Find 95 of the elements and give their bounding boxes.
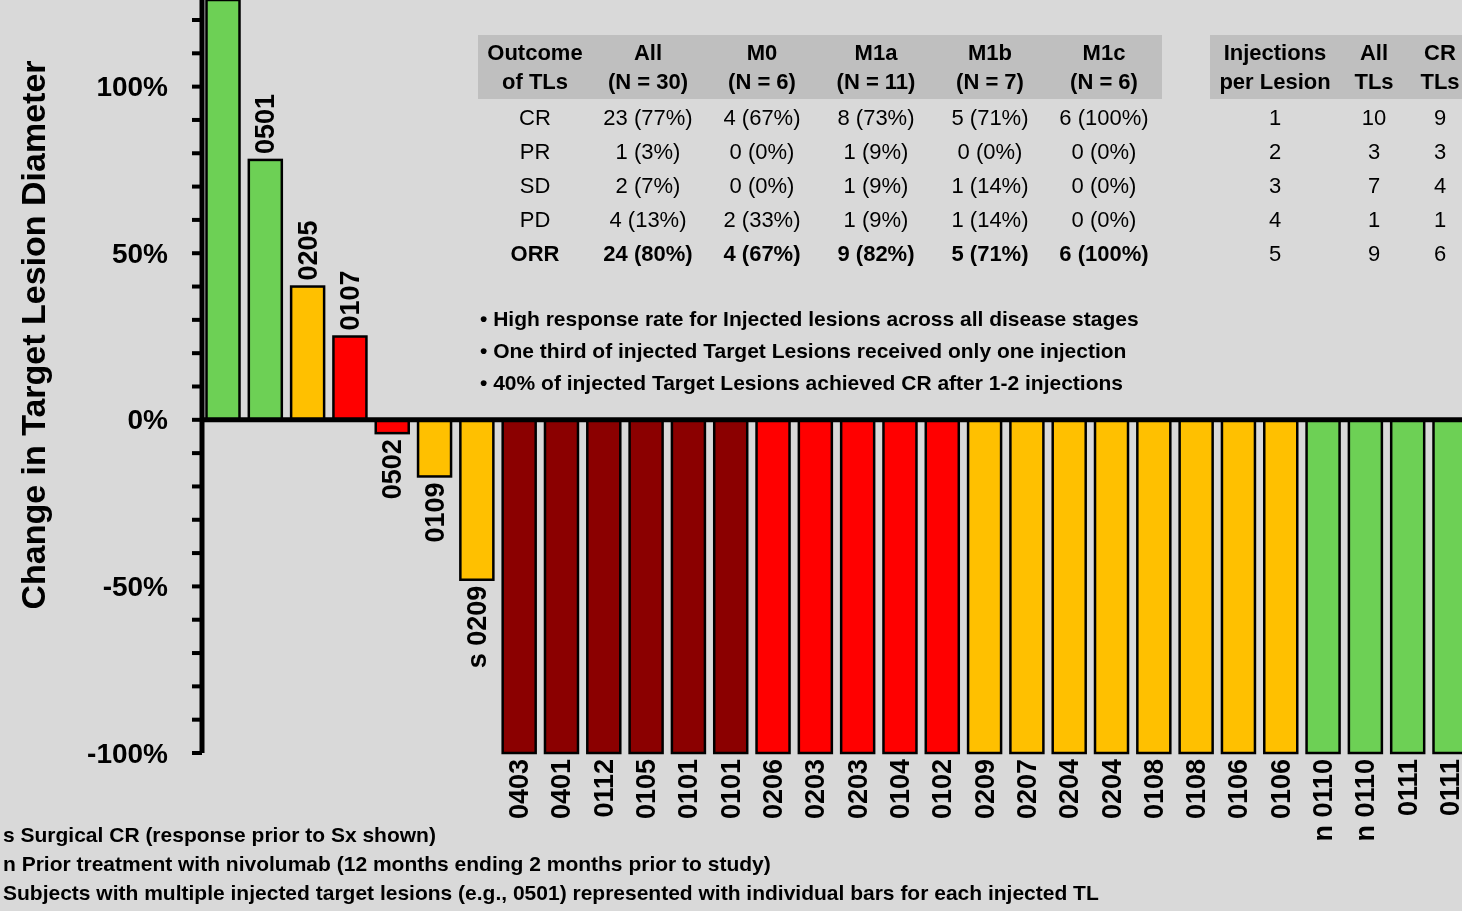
annotation: PR	[519, 138, 551, 164]
x-tick-label: n 0110	[1308, 759, 1339, 842]
annotation: 0 (0%)	[1071, 138, 1137, 164]
annotation: 0 (0%)	[729, 172, 795, 198]
annotation: All TLs	[1354, 39, 1394, 94]
x-tick-label: 0502	[377, 439, 408, 500]
annotation: 7	[1367, 172, 1381, 198]
annotation: 3	[1367, 138, 1381, 164]
annotation: 9	[1433, 104, 1447, 130]
text: s Surgical CR (response prior to Sx shown)	[3, 822, 436, 846]
x-tick-label: 0101	[673, 759, 704, 820]
annotation: 4	[1433, 172, 1447, 198]
annotation: 2 (33%)	[723, 206, 801, 232]
x-tick-label: 0106	[1223, 759, 1254, 820]
annotation: 0 (0%)	[1071, 172, 1137, 198]
text: n Prior treatment with nivolumab (12 months ending 2 months prior to study)	[3, 851, 771, 875]
x-tick-label: 0101	[715, 759, 746, 820]
annotation: CR	[519, 104, 551, 130]
annotation: • 40% of injected Target Lesions achieved CR after 1-2 injections	[480, 370, 1123, 394]
x-tick-label: 0108	[1138, 759, 1169, 820]
annotation: 2 (7%)	[615, 172, 681, 198]
annotation: All (N = 30)	[607, 39, 689, 94]
y-tick-label: -100%	[87, 737, 169, 769]
annotation: M0 (N = 6)	[728, 39, 796, 94]
annotation: Injections per Lesion	[1219, 39, 1331, 94]
y-tick-label: 50%	[111, 237, 169, 269]
annotation: 1	[1367, 206, 1381, 232]
annotation: 9	[1367, 240, 1381, 266]
annotation: 3	[1433, 138, 1447, 164]
annotation: 1 (14%)	[951, 206, 1029, 232]
annotation: 1	[1433, 206, 1447, 232]
x-tick-label: 0105	[631, 759, 662, 820]
annotation: 5	[1268, 240, 1282, 266]
annotation: 8 (73%)	[837, 104, 915, 130]
annotation: 1 (9%)	[843, 138, 909, 164]
annotation: ORR	[510, 240, 560, 266]
annotation: 4 (67%)	[723, 104, 801, 130]
annotation: SD	[519, 172, 551, 198]
annotation: 5 (71%)	[951, 104, 1029, 130]
x-tick-label: 0106	[1265, 759, 1296, 820]
annotation: 1 (3%)	[615, 138, 681, 164]
x-tick-label: 0108	[1181, 759, 1212, 820]
y-tick-label: 0%	[127, 404, 169, 436]
text: Subjects with multiple injected target lesions (e.g., 0501) represented with individual bars for each injected TL	[3, 880, 1099, 904]
annotation: 6 (100%)	[1059, 240, 1149, 266]
x-tick-label: s 0209	[461, 585, 492, 669]
x-tick-label: 0112	[588, 759, 619, 818]
x-tick-label: 0206	[758, 759, 789, 820]
annotation: Outcome of TLs	[487, 39, 583, 94]
y-axis-title: Change in Target Lesion Diameter	[14, 60, 52, 610]
annotation: M1b (N = 7)	[956, 39, 1024, 94]
annotation: CR TLs	[1420, 39, 1460, 94]
x-tick-label: 0207	[1011, 759, 1042, 820]
annotation: 6	[1433, 240, 1447, 266]
x-tick-label: 0107	[334, 270, 365, 331]
x-tick-label: 0109	[419, 482, 450, 543]
annotation: 4 (67%)	[723, 240, 801, 266]
y-tick-label: -50%	[102, 570, 169, 602]
x-tick-label: 0403	[504, 759, 535, 820]
x-tick-label: 0204	[1054, 759, 1085, 820]
annotation: M1c (N = 6)	[1070, 39, 1138, 94]
annotation: • High response rate for Injected lesions across all disease stages	[480, 306, 1139, 330]
x-tick-label: n 0110	[1350, 759, 1381, 842]
annotation: 0 (0%)	[729, 138, 795, 164]
x-tick-label: 0209	[969, 759, 1000, 820]
y-tick-label: 100%	[96, 71, 169, 103]
annotation: 0 (0%)	[1071, 206, 1137, 232]
x-tick-label: 0401	[546, 759, 577, 820]
annotation: M1a (N = 11)	[836, 39, 916, 94]
annotation: 1 (14%)	[951, 172, 1029, 198]
x-tick-label: 0501	[250, 93, 281, 154]
x-tick-label: 0203	[842, 759, 873, 820]
x-tick-label: 0204	[1096, 759, 1127, 820]
x-tick-label: 0104	[884, 759, 915, 820]
annotation: 2	[1268, 138, 1282, 164]
annotation: 4 (13%)	[609, 206, 687, 232]
annotation: 5 (71%)	[951, 240, 1029, 266]
annotation: 9 (82%)	[837, 240, 915, 266]
annotation: PD	[519, 206, 551, 232]
annotation: 0 (0%)	[957, 138, 1023, 164]
x-tick-label: 0111	[1392, 759, 1423, 817]
x-tick-label: 0205	[292, 220, 323, 281]
annotation: 10	[1361, 104, 1387, 130]
annotation: 4	[1268, 206, 1282, 232]
x-tick-label: 0111	[1435, 759, 1462, 817]
x-tick-label: 0102	[927, 759, 958, 820]
annotation: 3	[1268, 172, 1282, 198]
annotation: 6 (100%)	[1059, 104, 1149, 130]
annotation: • One third of injected Target Lesions received only one injection	[480, 338, 1127, 362]
annotation: 1 (9%)	[843, 172, 909, 198]
annotation: 1 (9%)	[843, 206, 909, 232]
annotation: 24 (80%)	[603, 240, 693, 266]
annotation: 1	[1268, 104, 1282, 130]
annotation: 23 (77%)	[603, 104, 693, 130]
x-tick-label: 0203	[800, 759, 831, 820]
